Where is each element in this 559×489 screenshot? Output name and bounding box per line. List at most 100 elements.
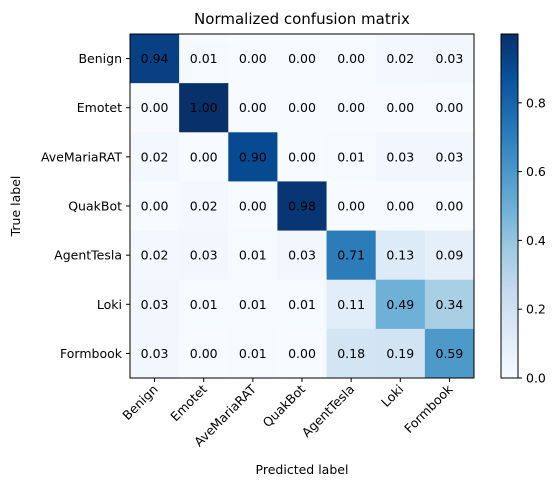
cell-value-label: 0.90 [239,149,267,164]
x-axis-label: Predicted label [256,462,349,477]
heatmap-cell [130,279,180,330]
heatmap-cell [130,132,180,182]
cell-value-label: 0.02 [190,199,218,214]
cell-value-label: 0.00 [190,346,218,361]
heatmap-cell [424,279,475,330]
y-tick-label: AveMariaRAT [41,149,122,164]
heatmap-cell [277,328,328,379]
heatmap-cell [424,83,475,133]
y-tick-label: AgentTesla [54,248,122,263]
cell-value-label: 0.01 [239,248,267,263]
heatmap-cell [375,230,426,281]
cell-value-label: 0.03 [436,149,464,164]
heatmap-cell [277,181,328,232]
cell-value-label: 0.01 [337,149,365,164]
heatmap-cell [130,83,180,133]
heatmap-cell [179,181,229,232]
cell-value-label: 0.00 [141,100,169,115]
heatmap-cell [130,328,180,379]
cell-value-label: 0.02 [386,51,414,66]
x-tick-label: AgentTesla [299,382,358,441]
y-tick-label: Loki [97,297,122,312]
heatmap-cell [375,34,426,84]
heatmap-cells [130,34,475,379]
colorbar-ticks: 0.0 0.2 0.4 0.6 0.8 [518,95,546,386]
heatmap-cell [179,279,229,330]
cell-value-label: 0.00 [337,199,365,214]
heatmap-cell [424,328,475,379]
cell-value-label: 0.01 [239,346,267,361]
cell-value-label: 0.98 [288,199,316,214]
y-axis-ticks: Benign Emotet AveMariaRAT QuakBot AgentTesla… [41,51,130,361]
cell-value-label: 0.00 [288,346,316,361]
heatmap-cell [277,34,328,84]
cell-value-label: 0.00 [190,149,218,164]
y-tick-label: Benign [78,51,122,66]
colorbar-tick-label: 0.2 [526,302,546,317]
cell-value-label: 0.00 [436,100,464,115]
chart-title: Normalized confusion matrix [194,10,410,28]
heatmap-cell [326,132,377,182]
heatmap-cell [424,34,475,84]
cell-value-label: 0.18 [337,346,365,361]
heatmap-cell [375,279,426,330]
heatmap-cell [179,328,229,379]
cell-value-label: 0.02 [141,248,169,263]
cell-value-label: 0.59 [436,346,464,361]
heatmap-cell [326,181,377,232]
cell-value-label: 0.01 [190,51,218,66]
cell-value-label: 0.94 [141,51,169,66]
colorbar-tick-label: 0.0 [526,371,546,386]
heatmap-cell [375,132,426,182]
cell-value-label: 0.00 [436,199,464,214]
cell-value-label: 0.00 [288,51,316,66]
cell-value-label: 0.00 [337,100,365,115]
x-tick-label: QuakBot [259,381,308,430]
heatmap-cell-labels: 0.94 0.01 0.00 0.00 0.00 0.02 0.03 0.00 1.00 0.00… [141,51,464,361]
heatmap-cell [130,34,180,84]
cell-value-label: 0.71 [337,248,365,263]
heatmap-cell [130,230,180,281]
cell-value-label: 0.02 [141,149,169,164]
cell-value-label: 0.00 [239,51,267,66]
cell-value-label: 0.00 [386,199,414,214]
heatmap-cell [228,181,278,232]
cell-value-label: 0.00 [141,199,169,214]
x-tick-label: Emotet [167,381,210,424]
heatmap-cell [228,279,278,330]
x-tick-label: Benign [119,382,160,423]
colorbar-tick-label: 0.4 [526,233,546,248]
cell-value-label: 0.03 [288,248,316,263]
y-axis-label: True label [8,176,23,238]
heatmap-cell [424,132,475,182]
heatmap-cell [179,230,229,281]
cell-value-label: 0.00 [288,149,316,164]
heatmap-cell [375,83,426,133]
cell-value-label: 0.01 [239,297,267,312]
cell-value-label: 0.49 [386,297,414,312]
heatmap-cell [326,34,377,84]
heatmap-cell [179,132,229,182]
cell-value-label: 0.01 [190,297,218,312]
cell-value-label: 0.13 [386,248,414,263]
cell-value-label: 0.00 [239,199,267,214]
cell-value-label: 0.19 [386,346,414,361]
heatmap-cell [277,132,328,182]
cell-value-label: 0.11 [337,297,365,312]
heatmap-cell [424,230,475,281]
cell-value-label: 0.03 [141,297,169,312]
y-tick-label: Emotet [77,100,122,115]
cell-value-label: 0.34 [436,297,464,312]
heatmap-cell [277,279,328,330]
heatmap-cell [375,181,426,232]
heatmap-cell [228,230,278,281]
cell-value-label: 0.03 [386,149,414,164]
cell-value-label: 0.09 [436,248,464,263]
colorbar [500,33,519,379]
heatmap-cell [424,181,475,232]
heatmap-cell [375,328,426,379]
heatmap-cell [277,230,328,281]
x-tick-label: Loki [378,382,406,410]
